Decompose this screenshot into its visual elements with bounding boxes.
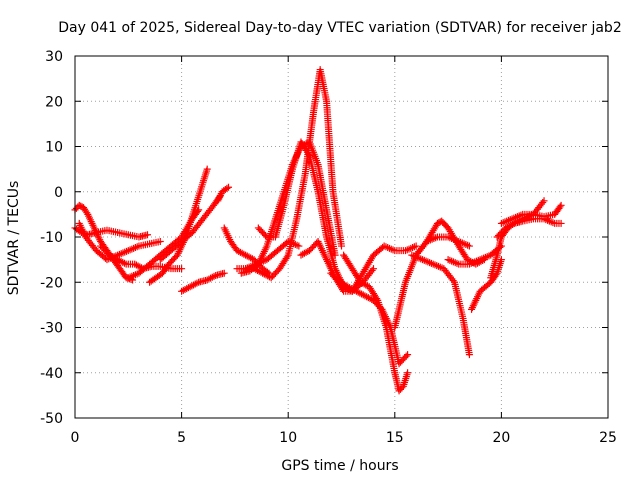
data-point (449, 277, 457, 285)
data-point (557, 219, 565, 227)
data-point (83, 209, 91, 217)
data-point (193, 279, 201, 287)
x-tick-label: 5 (177, 430, 186, 446)
x-tick-label: 20 (492, 430, 510, 446)
data-point (556, 203, 564, 211)
data-point (557, 201, 565, 209)
data-points (71, 66, 565, 395)
y-tick-label: -20 (40, 275, 63, 291)
x-tick-label: 10 (279, 430, 297, 446)
series-arc-07 (124, 206, 203, 282)
series-arc-14 (254, 138, 356, 295)
x-tick-labels: 0 5 10 15 20 25 (71, 430, 617, 446)
series-arc-09 (214, 183, 233, 205)
series-arc-21 (408, 251, 473, 359)
data-point (295, 242, 303, 250)
plot-frame (74, 55, 609, 419)
data-point (304, 150, 312, 158)
data-point (225, 183, 233, 191)
data-point (373, 295, 381, 303)
series-arc-17 (340, 251, 412, 395)
series-arc-22 (444, 242, 505, 268)
data-point (421, 239, 429, 247)
y-tick-label: -40 (40, 366, 63, 382)
data-point (156, 238, 164, 246)
y-tick-label: -50 (40, 411, 63, 427)
series-arc-25 (493, 215, 565, 241)
data-point (465, 242, 473, 250)
y-tick-labels: -50 -40 -30 -20 -10 0 10 20 30 (40, 49, 63, 427)
data-point (261, 231, 269, 239)
data-point (143, 231, 151, 239)
chart-title: Day 041 of 2025, Sidereal Day-to-day VTE… (58, 20, 621, 36)
data-point (283, 253, 291, 261)
y-tick-label: 10 (45, 140, 63, 156)
y-tick-label: -30 (40, 321, 63, 337)
y-tick-label: 30 (45, 49, 63, 65)
data-point (194, 207, 202, 215)
data-point (402, 352, 410, 360)
data-point (465, 351, 473, 359)
data-point (178, 265, 186, 273)
data-point (203, 165, 211, 173)
x-tick-label: 0 (71, 430, 80, 446)
x-tick-label: 25 (599, 430, 617, 446)
data-point (210, 272, 218, 280)
series-arc-08 (178, 269, 228, 295)
y-tick-label: 0 (54, 185, 63, 201)
series-arc-26 (497, 201, 565, 227)
y-axis-label: SDTVAR / TECUs (6, 181, 22, 296)
data-point (492, 271, 500, 279)
y-tick-label: -10 (40, 230, 63, 246)
data-point (404, 351, 412, 359)
x-axis-label: GPS time / hours (281, 458, 398, 474)
data-point (195, 206, 203, 214)
data-point (223, 184, 231, 192)
data-point (404, 369, 412, 377)
data-point (540, 197, 548, 205)
y-tick-label: 20 (45, 94, 63, 110)
series-arc-20 (412, 217, 488, 268)
data-point (368, 266, 376, 274)
data-point (338, 242, 345, 250)
data-point (120, 259, 128, 267)
data-point (539, 198, 547, 206)
series-arc-18 (338, 242, 420, 295)
data-point (220, 269, 228, 277)
x-tick-label: 15 (386, 430, 404, 446)
data-point (369, 265, 377, 273)
data-point (265, 273, 273, 281)
data-point (412, 242, 420, 250)
